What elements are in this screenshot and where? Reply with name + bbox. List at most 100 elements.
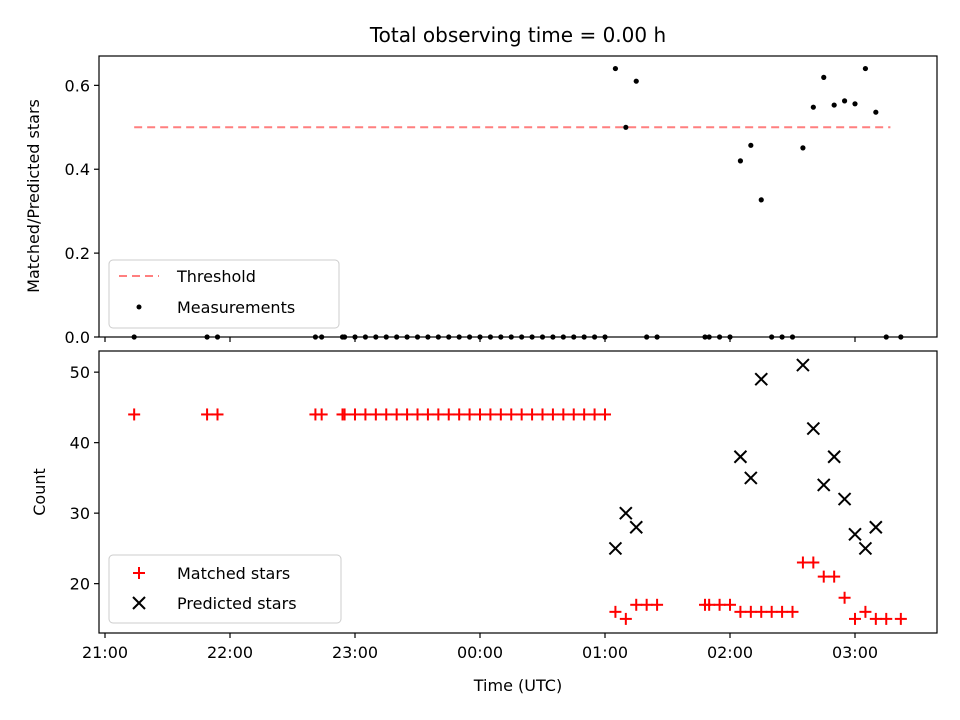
matched-star-point: [380, 408, 393, 421]
counts-x-tick-label: 22:00: [207, 643, 253, 662]
matched-star-point: [609, 605, 622, 618]
predicted-star-point: [629, 520, 643, 534]
predicted-star-point-b: [848, 527, 862, 542]
measurement-point: [623, 124, 629, 130]
legend-matched-swatch: [133, 567, 145, 579]
matched-star-point: [807, 556, 820, 569]
matched-star-point: [128, 408, 141, 421]
matched-star-point: [651, 598, 664, 611]
matched-star-point: [640, 598, 653, 611]
ratio-y-tick-label: 0.2: [65, 244, 90, 263]
matched-star-point: [474, 408, 486, 421]
counts-x-tick-label: 21:00: [82, 643, 128, 662]
predicted-star-point-b: [869, 520, 883, 534]
measurement-point: [737, 158, 744, 164]
ratio-legend: Threshold Measurements: [108, 259, 340, 329]
matched-star-point: [619, 612, 632, 625]
matched-star-point: [315, 408, 328, 421]
measurement-point: [800, 145, 806, 151]
counts-y-tick-label: 30: [70, 504, 90, 523]
matched-star-point: [744, 605, 757, 618]
predicted-star-point-b: [827, 450, 841, 464]
matched-star-point: [359, 408, 372, 421]
matched-star-point: [201, 408, 214, 421]
matched-star-point: [515, 408, 528, 421]
matched-star-point: [630, 598, 643, 611]
counts-x-tick-label: 01:00: [582, 643, 628, 662]
matched-star-point: [505, 408, 518, 421]
matched-star-point: [703, 598, 716, 611]
legend-threshold-label: Threshold: [176, 267, 256, 286]
ratio-y-label: Matched/Predicted stars: [24, 99, 43, 293]
legend-predicted-label: Predicted stars: [177, 594, 297, 613]
matched-star-point: [349, 408, 361, 421]
matched-star-point: [859, 605, 872, 618]
predicted-star-point-b: [754, 372, 768, 386]
measurement-point: [748, 142, 754, 148]
matched-star-point: [588, 408, 601, 421]
predicted-star-point: [837, 492, 852, 506]
x-axis-label: Time (UTC): [473, 676, 562, 695]
matched-star-point: [494, 408, 507, 421]
matched-star-point: [880, 612, 893, 625]
predicted-star-point-b: [796, 358, 810, 372]
ratio-legend-box: [108, 259, 340, 329]
legend-matched-label: Matched stars: [177, 564, 290, 583]
measurement-point: [841, 98, 848, 104]
counts-y-axis: 20 30 40 50: [70, 363, 99, 594]
predicted-star-point: [848, 527, 862, 542]
ratio-y-tick-label: 0.4: [65, 160, 90, 179]
ratio-panel: 0.0 0.2 0.4 0.6 Matched/Predicted stars Thr…: [24, 55, 938, 347]
matched-star-point: [369, 408, 382, 421]
matched-star-point: [817, 570, 830, 583]
counts-axes-frame: [98, 350, 938, 634]
matched-star-point: [599, 408, 611, 421]
measurement-point: [873, 109, 879, 115]
counts-x-tick-label: 02:00: [707, 643, 753, 662]
predicted-star-point: [869, 520, 883, 534]
matched-star-point: [442, 408, 455, 421]
counts-y-label: Count: [30, 468, 49, 516]
predicted-star-point: [744, 471, 758, 485]
matched-star-point: [734, 605, 747, 618]
matched-star-point: [796, 556, 809, 569]
matched-star-point: [526, 408, 539, 421]
matched-star-point: [453, 408, 466, 421]
chart-title: Total observing time = 0.00 h: [369, 23, 666, 47]
matched-star-point: [211, 408, 224, 421]
counts-plot-area: [128, 358, 907, 625]
predicted-star-point-b: [608, 541, 623, 556]
matched-star-point: [432, 408, 445, 421]
predicted-star-point-b: [858, 541, 873, 556]
legend-predicted-swatch: [132, 596, 146, 610]
ratio-y-axis: 0.0 0.2 0.4 0.6: [65, 76, 99, 347]
counts-legend-box: [108, 554, 342, 624]
predicted-star-point: [858, 541, 873, 556]
measurement-point: [831, 102, 837, 108]
measurement-point: [852, 101, 858, 107]
matched-star-point: [713, 598, 726, 611]
measurement-point: [612, 65, 619, 72]
matched-star-point: [390, 408, 403, 421]
matched-star-point: [849, 612, 861, 625]
predicted-star-point-b: [806, 421, 821, 436]
counts-x-tick-label: 00:00: [457, 643, 503, 662]
matched-star-point: [421, 408, 434, 421]
counts-y-tick-label: 50: [70, 363, 90, 382]
counts-y-tick-label: 20: [70, 575, 90, 594]
measurement-point: [810, 104, 816, 110]
matched-star-point: [567, 408, 580, 421]
matched-star-point: [765, 605, 778, 618]
counts-panel: 20 30 40 50 21:00 22:00 23:00 00:00 01:00 02:00 0…: [30, 350, 938, 695]
predicted-star-point: [733, 450, 748, 464]
predicted-star-point-b: [837, 492, 852, 506]
predicted-star-point: [817, 478, 831, 492]
counts-y-tick-label: 40: [70, 434, 90, 453]
legend-measurements-swatch: [136, 304, 142, 310]
predicted-star-point-b: [744, 471, 758, 485]
predicted-star-point-b: [619, 506, 633, 520]
measurement-point: [821, 74, 827, 80]
matched-star-point: [557, 408, 570, 421]
counts-x-axis: 21:00 22:00 23:00 00:00 01:00 02:00 03:00: [82, 633, 878, 662]
